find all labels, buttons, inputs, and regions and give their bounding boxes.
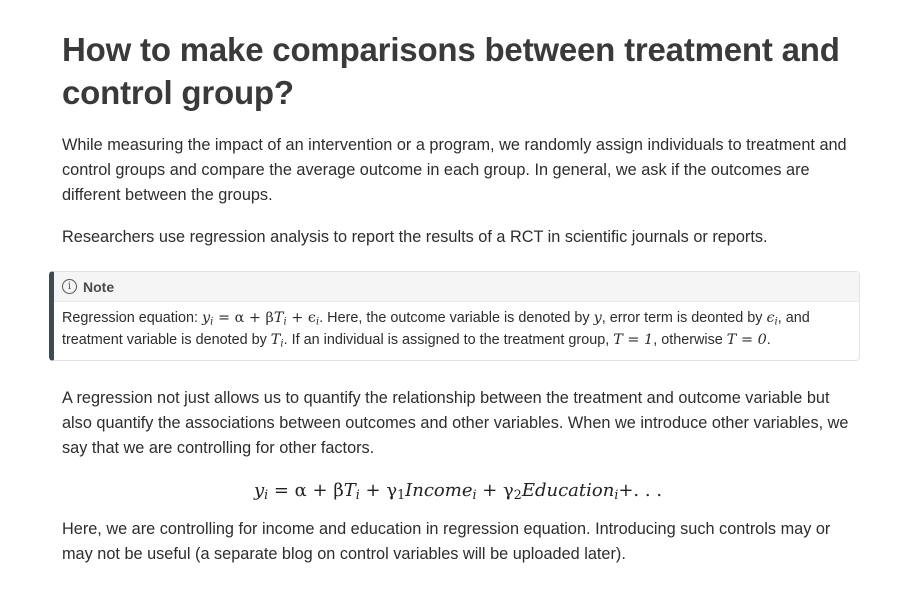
note-title: Note xyxy=(83,278,115,295)
regression-paragraph: Researchers use regression analysis to r… xyxy=(62,228,768,246)
note-text: Regression equation: xyxy=(62,310,202,326)
note-var-eps: ϵi xyxy=(766,310,778,328)
note-var-y: y xyxy=(593,310,602,326)
closing-paragraph: Here, we are controlling for income and … xyxy=(62,520,831,563)
regression-equation: yi = α + βTi + γ1Incomei + γ2Educationi+… xyxy=(253,480,663,503)
note-callout: i Note Regression equation: yi = α + βTi… xyxy=(49,271,860,361)
note-header: i Note xyxy=(54,272,859,302)
intro-paragraph: While measuring the impact of an interve… xyxy=(62,136,847,204)
info-icon: i xyxy=(62,279,77,294)
article-content: How to make comparisons between treatmen… xyxy=(49,0,862,567)
note-cond-treated: T = 1 xyxy=(613,332,654,348)
page-title: How to make comparisons between treatmen… xyxy=(62,31,840,111)
note-equation: yi = α + βTi + ϵi xyxy=(202,310,320,328)
note-body: Regression equation: yi = α + βTi + ϵi. … xyxy=(62,310,810,350)
controls-paragraph: A regression not just allows us to quant… xyxy=(62,389,849,457)
note-cond-control: T = 0 xyxy=(726,332,767,348)
note-var-t: Ti xyxy=(270,332,284,350)
